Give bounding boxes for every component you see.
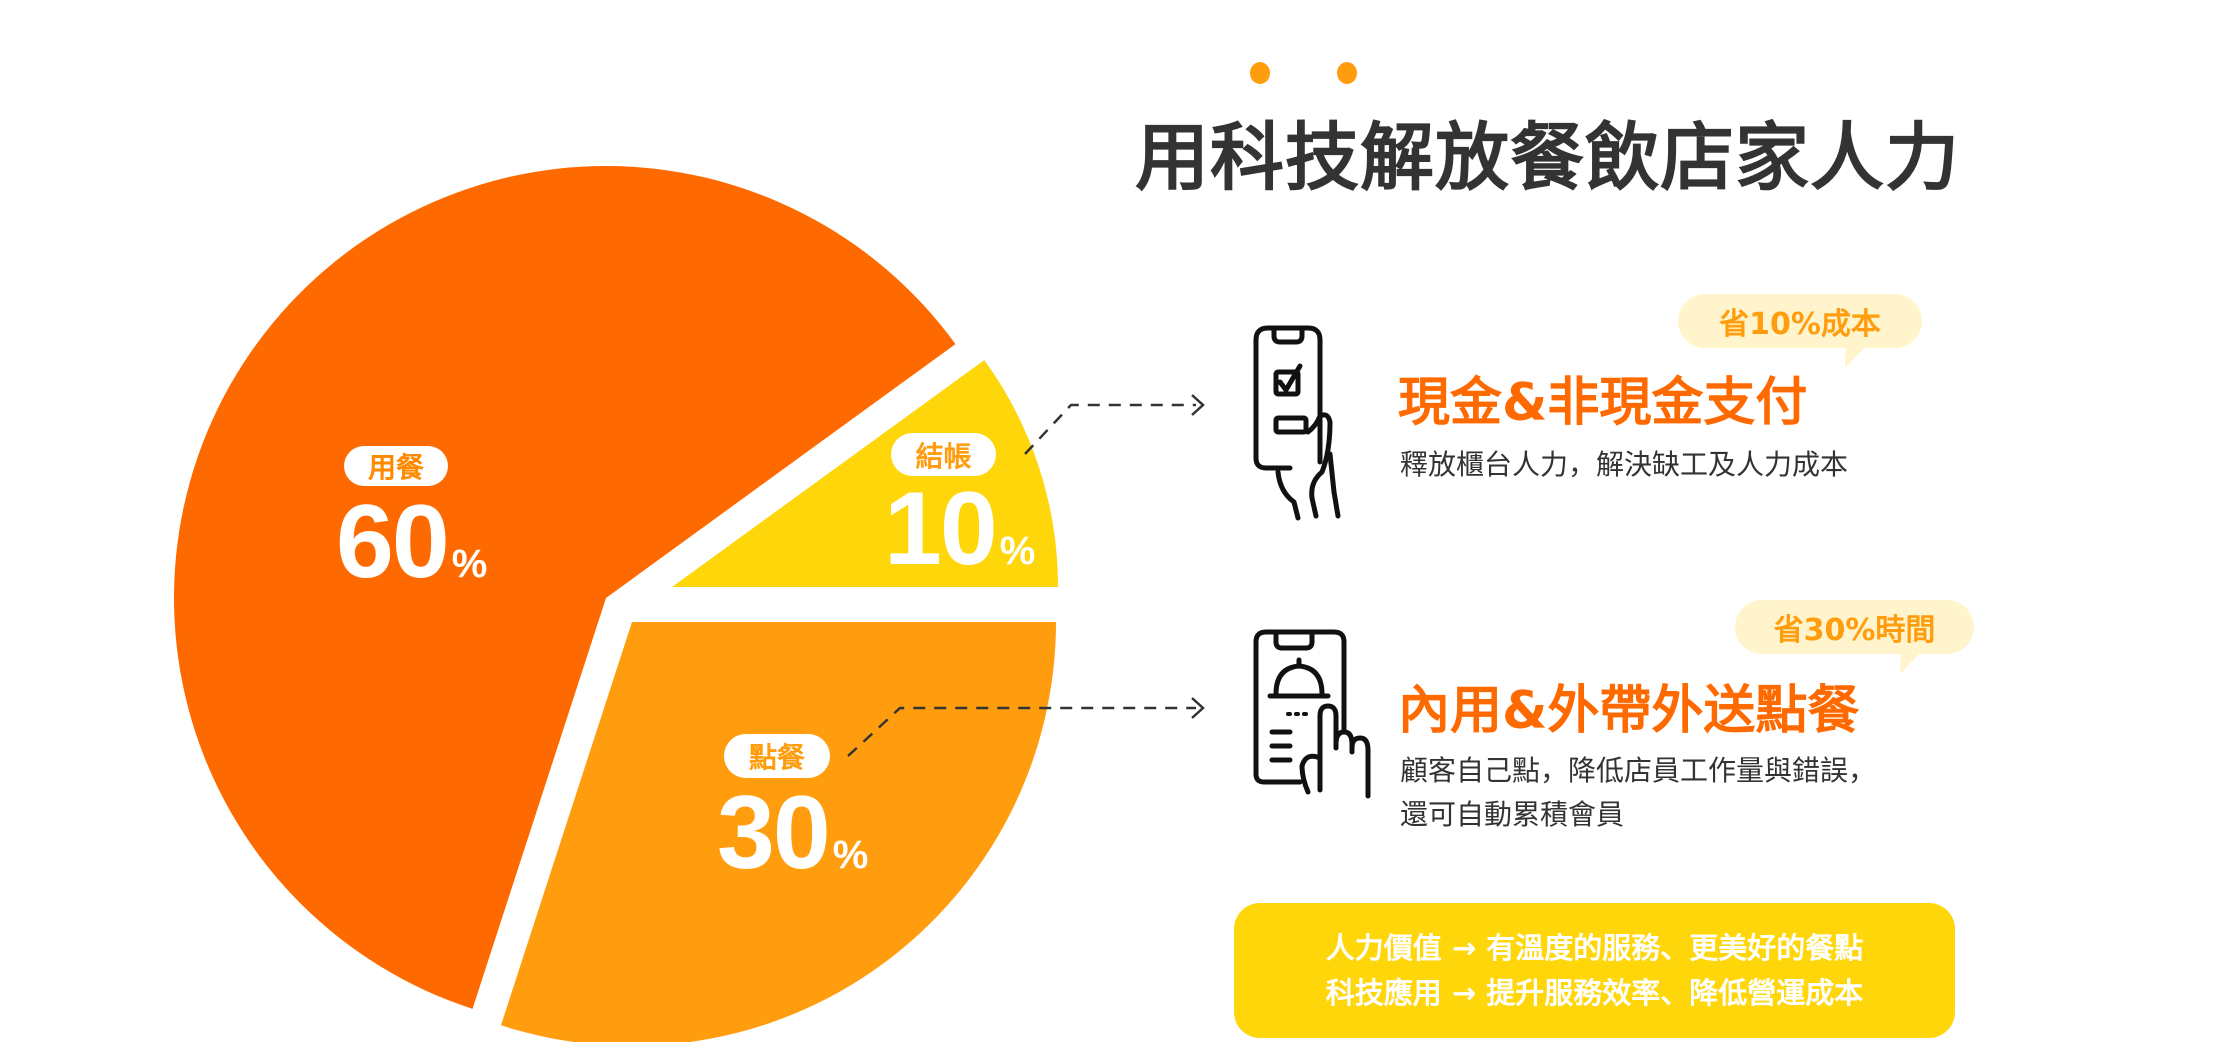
summary-line: 科技應用 → 提升服務效率、降低營運成本 bbox=[1325, 975, 1864, 1010]
pie-slice-checkout bbox=[672, 360, 1058, 587]
connector-line-checkout bbox=[1024, 403, 1196, 455]
slice-label-ordering: 點餐 bbox=[724, 734, 830, 778]
savings-badge: 省30%時間 bbox=[1735, 600, 1974, 654]
feature-heading: 現金&非現金支付 bbox=[1398, 373, 1808, 433]
slice-value-number: 10 bbox=[884, 471, 998, 587]
slice-label-text: 點餐 bbox=[748, 741, 805, 774]
title-dot bbox=[1337, 62, 1357, 84]
percent-sign: % bbox=[451, 542, 488, 586]
slice-value-ordering: 30% bbox=[717, 781, 868, 885]
feature-description: 顧客自己點，降低店員工作量與錯誤， 還可自動累積會員 bbox=[1400, 749, 1876, 837]
slice-label-text: 用餐 bbox=[367, 451, 424, 484]
summary-box: 人力價值 → 有溫度的服務、更美好的餐點 科技應用 → 提升服務效率、降低營運成… bbox=[1234, 903, 1955, 1038]
badge-text: 省10%成本 bbox=[1719, 307, 1881, 342]
description-line: 還可自動累積會員 bbox=[1400, 798, 1625, 831]
arrowhead-icon bbox=[1191, 697, 1205, 719]
badge-tail bbox=[1900, 652, 1921, 674]
percent-sign: % bbox=[999, 529, 1036, 573]
slice-label-dining: 用餐 bbox=[344, 446, 448, 486]
slice-value-number: 60 bbox=[336, 484, 450, 600]
pie-slice-ordering bbox=[500, 622, 1056, 1042]
feature-description: 釋放櫃台人力，解決缺工及人力成本 bbox=[1400, 443, 1848, 487]
savings-badge: 省10%成本 bbox=[1678, 294, 1922, 348]
description-line: 釋放櫃台人力，解決缺工及人力成本 bbox=[1400, 448, 1849, 481]
slice-value-number: 30 bbox=[717, 775, 831, 891]
slice-value-dining: 60% bbox=[336, 490, 487, 594]
percent-sign: % bbox=[832, 833, 869, 877]
summary-line: 人力價值 → 有溫度的服務、更美好的餐點 bbox=[1325, 930, 1864, 965]
phone-cloche-tap-icon bbox=[1253, 629, 1371, 799]
slice-label-text: 結帳 bbox=[915, 439, 972, 473]
slice-value-checkout: 10% bbox=[884, 477, 1035, 581]
arrowhead-icon bbox=[1191, 394, 1205, 416]
description-line: 顧客自己點，降低店員工作量與錯誤， bbox=[1400, 754, 1877, 787]
phone-checkbox-hand-icon bbox=[1253, 325, 1341, 521]
feature-heading: 內用&外帶外送點餐 bbox=[1398, 681, 1860, 741]
title-dot bbox=[1250, 62, 1270, 84]
connector-line-ordering bbox=[847, 706, 1196, 757]
page-title: 用科技解放餐飲店家人力 bbox=[1135, 115, 1960, 201]
pie-chart bbox=[174, 166, 1205, 1042]
badge-tail bbox=[1845, 346, 1866, 368]
slice-label-checkout: 結帳 bbox=[891, 433, 996, 476]
badge-text: 省30%時間 bbox=[1773, 613, 1936, 648]
pie-slice-dining bbox=[174, 166, 956, 1009]
